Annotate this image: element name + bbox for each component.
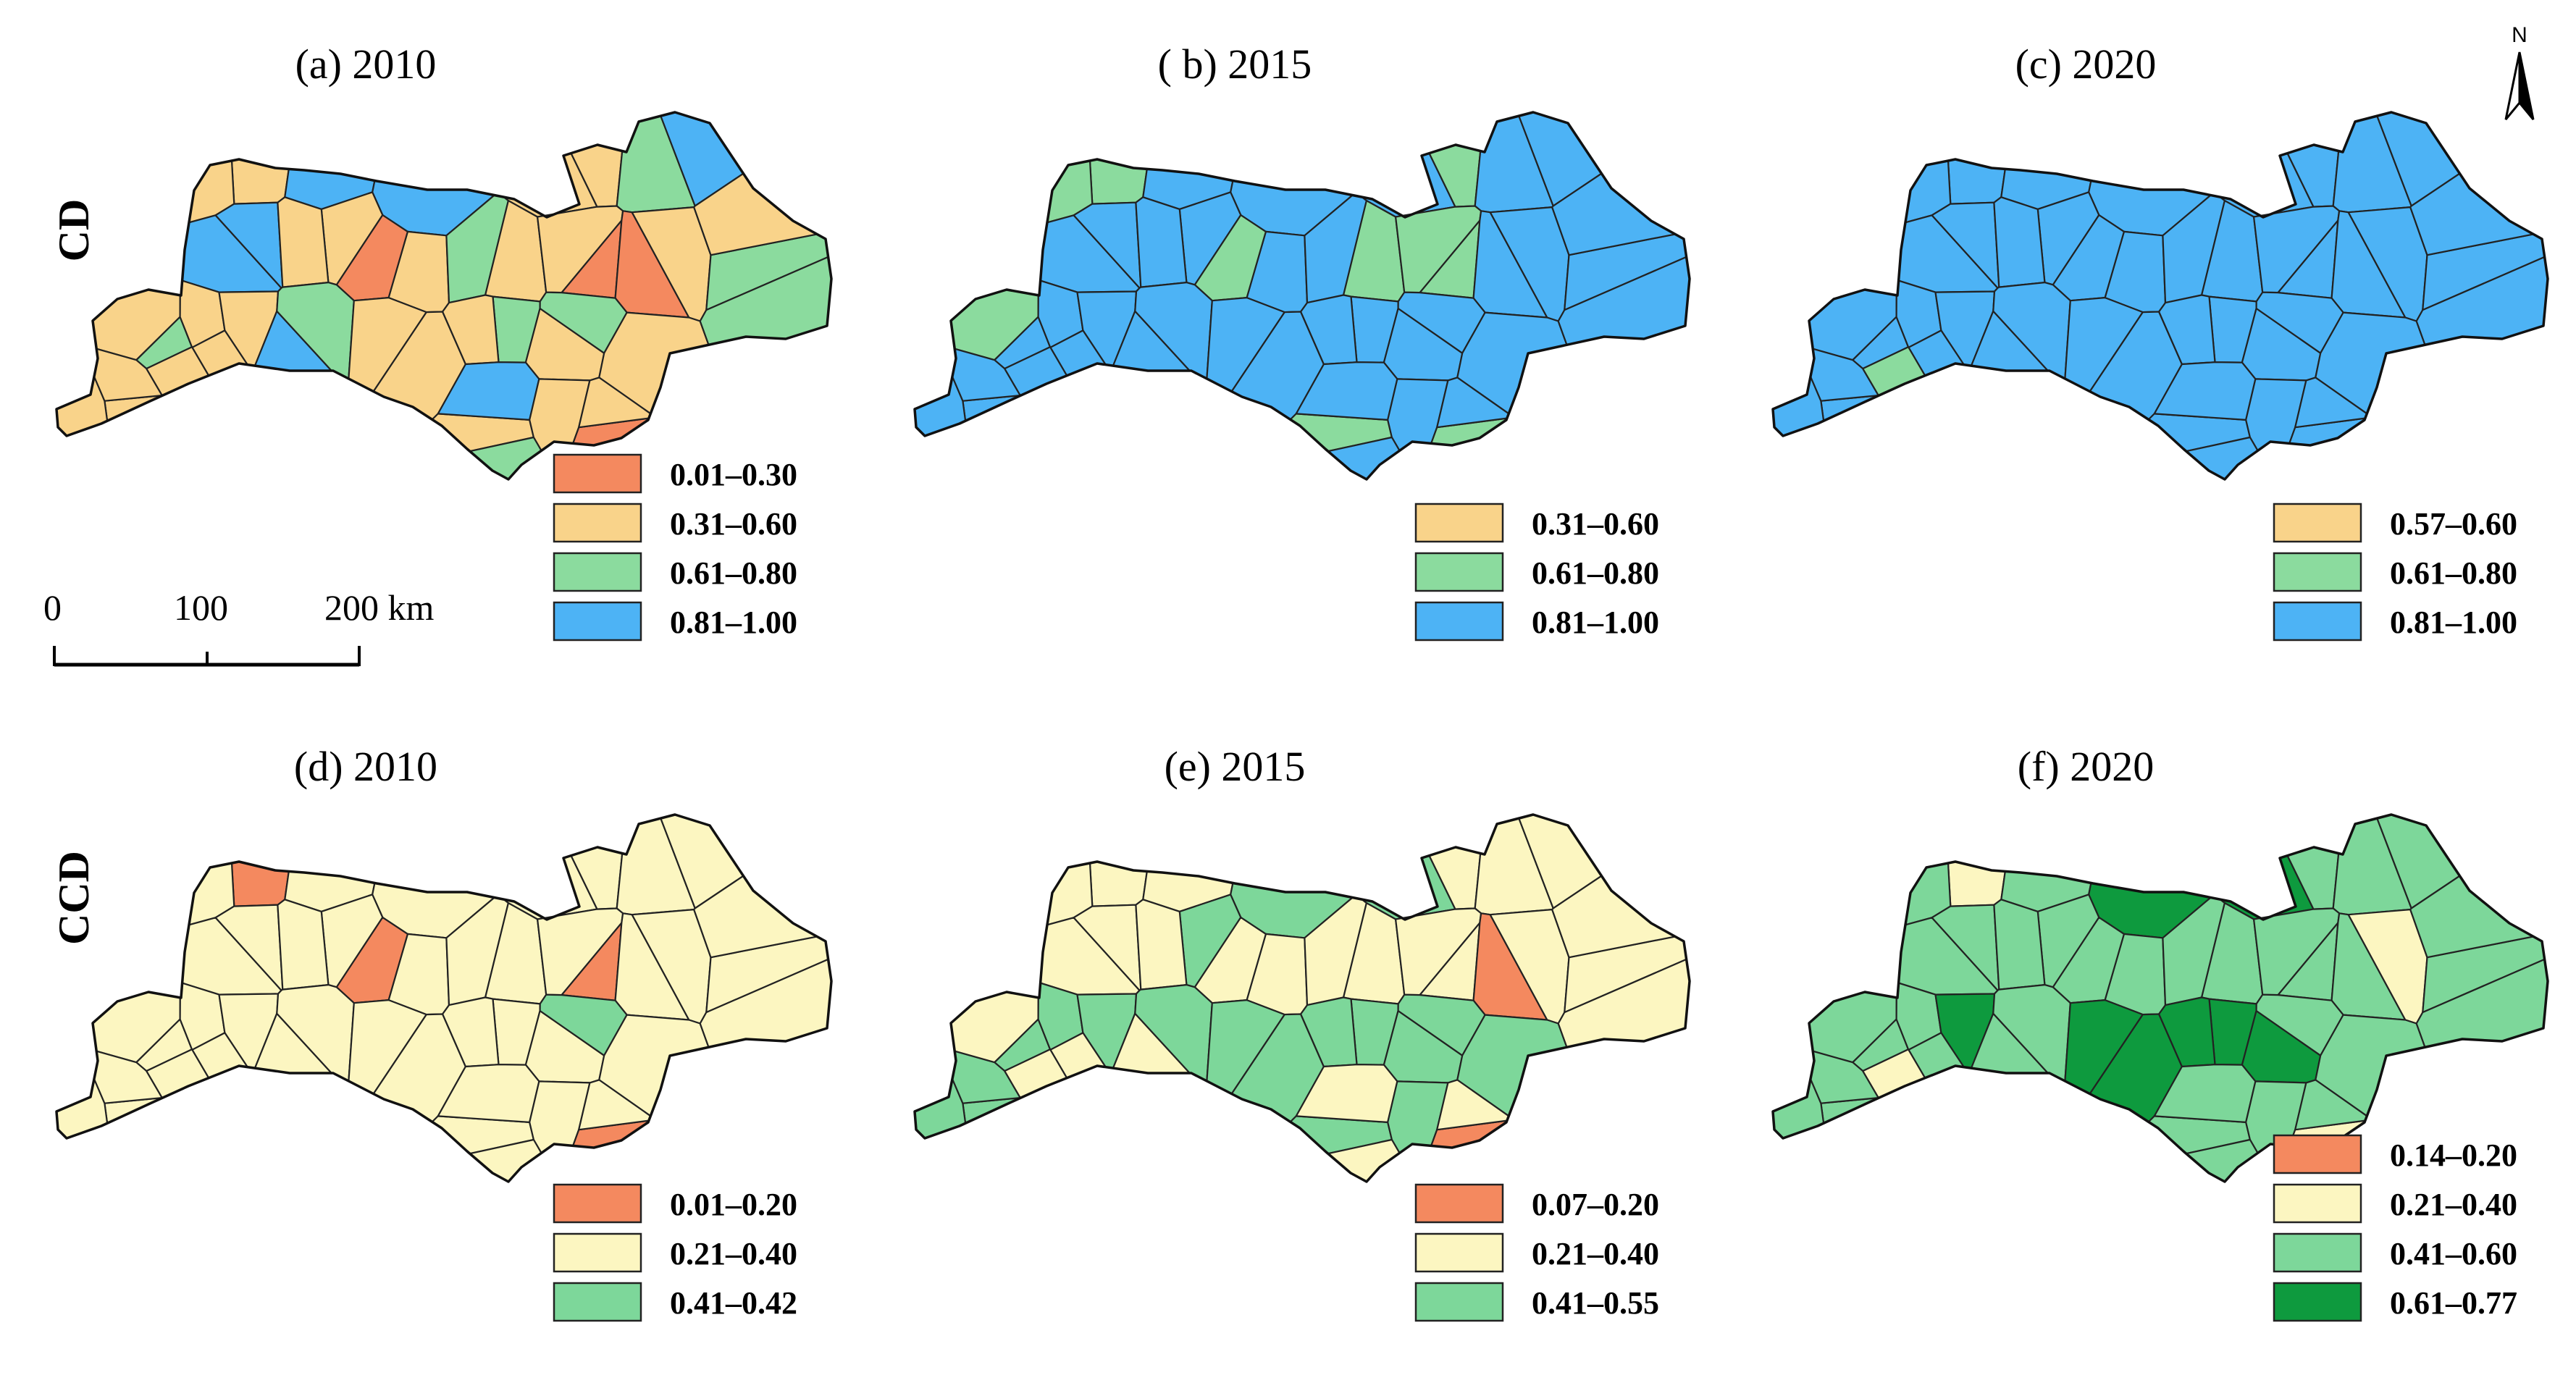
legend-label: 0.31–0.60 (670, 506, 797, 542)
panel-d: (d) 2010 0.01–0.20 0.21–0.40 0.41–0.42 (55, 743, 833, 1322)
legend-label: 0.61–0.80 (2390, 555, 2517, 591)
legend-swatch (2273, 1134, 2362, 1174)
panel-title-f: (f) 2020 (2018, 743, 2154, 790)
region (1397, 993, 1486, 1056)
legend-swatch (553, 552, 642, 592)
map-d (55, 813, 833, 1183)
region (1135, 196, 1188, 288)
legend-swatch (1414, 503, 1504, 543)
legend-swatch (553, 503, 642, 543)
legend-swatch (553, 1282, 642, 1322)
legend-swatch (1414, 1282, 1504, 1322)
map-a (55, 111, 833, 481)
panel-a: (a) 2010 0.01–0.30 0.31–0.60 0.61–0.80 0.81–… (55, 41, 833, 642)
legend-swatch (2273, 503, 2362, 543)
map-outline (55, 111, 833, 481)
panel-title-e: (e) 2015 (1165, 743, 1306, 790)
panel-title-b: ( b) 2015 (1158, 41, 1312, 88)
region (1397, 291, 1486, 354)
map-c (1771, 111, 2549, 481)
region (539, 993, 628, 1056)
legend-swatch (1414, 601, 1504, 642)
legend-label: 0.21–0.40 (2390, 1187, 2517, 1222)
scale-tick-100: 100 (174, 587, 228, 628)
panel-b: ( b) 2015 0.31–0.60 0.61–0.80 0.81–1.00 (913, 41, 1691, 642)
legend-label: 0.21–0.40 (670, 1236, 797, 1271)
legend-label: 0.61–0.80 (1532, 555, 1659, 591)
legend-swatch (1414, 1232, 1504, 1273)
legend-b: 0.31–0.60 0.61–0.80 0.81–1.00 (1414, 503, 1659, 642)
region (1993, 899, 2046, 991)
map-e (913, 813, 1691, 1183)
region (2255, 993, 2344, 1056)
legend-swatch (553, 1183, 642, 1224)
legend-a: 0.01–0.30 0.31–0.60 0.61–0.80 0.81–1.00 (553, 453, 797, 642)
scale-tick-200: 200 km (324, 587, 435, 628)
legend-swatch (2273, 552, 2362, 592)
region (1947, 158, 2006, 205)
region (539, 291, 628, 354)
map-b (913, 111, 1691, 481)
legend-label: 0.01–0.20 (670, 1187, 797, 1222)
legend-label: 0.31–0.60 (1532, 506, 1659, 542)
scale-bar: 0 100 200 km (43, 587, 435, 667)
region (230, 158, 290, 205)
panel-title-d: (d) 2010 (294, 743, 437, 790)
legend-label: 0.41–0.55 (1532, 1285, 1659, 1321)
map-outline (913, 111, 1691, 481)
region (277, 899, 330, 991)
legend-label: 0.01–0.30 (670, 457, 797, 492)
legend-swatch (2273, 1232, 2362, 1273)
region (1947, 860, 2006, 907)
panel-title-a: (a) 2010 (295, 41, 437, 88)
legend-e: 0.07–0.20 0.21–0.40 0.41–0.55 (1414, 1183, 1659, 1322)
map-outline (55, 813, 833, 1183)
panel-title-c: (c) 2020 (2015, 41, 2157, 88)
legend-swatch (1414, 1183, 1504, 1224)
legend-swatch (1414, 552, 1504, 592)
map-outline (913, 813, 1691, 1183)
legend-d: 0.01–0.20 0.21–0.40 0.41–0.42 (553, 1183, 797, 1322)
region (277, 196, 330, 288)
region (1993, 196, 2046, 288)
legend-label: 0.07–0.20 (1532, 1187, 1659, 1222)
legend-swatch (553, 453, 642, 494)
legend-label: 0.41–0.42 (670, 1285, 797, 1321)
legend-label: 0.81–1.00 (670, 605, 797, 640)
row-label-cd: CD (50, 199, 98, 262)
region (2255, 291, 2344, 354)
map-outline (1771, 111, 2549, 481)
legend-label: 0.81–1.00 (2390, 605, 2517, 640)
region (230, 860, 290, 907)
map-outline (1771, 813, 2549, 1183)
north-arrow-icon: N (2504, 23, 2535, 120)
legend-label: 0.81–1.00 (1532, 605, 1659, 640)
legend-swatch (553, 601, 642, 642)
legend-f: 0.14–0.20 0.21–0.40 0.41–0.60 0.61–0.77 (2273, 1134, 2517, 1322)
panel-e: (e) 2015 0.07–0.20 0.21–0.40 0.41–0.55 (913, 743, 1691, 1322)
map-f (1771, 813, 2549, 1183)
region (1088, 860, 1148, 907)
legend-label: 0.57–0.60 (2390, 506, 2517, 542)
north-label: N (2512, 23, 2527, 47)
scale-tick-0: 0 (43, 587, 62, 628)
legend-label: 0.14–0.20 (2390, 1138, 2517, 1173)
legend-swatch (2273, 1183, 2362, 1224)
legend-label: 0.41–0.60 (2390, 1236, 2517, 1271)
legend-swatch (2273, 601, 2362, 642)
legend-c: 0.57–0.60 0.61–0.80 0.81–1.00 (2273, 503, 2517, 642)
legend-label: 0.21–0.40 (1532, 1236, 1659, 1271)
region (1088, 158, 1148, 205)
panels-layer: (a) 2010 0.01–0.30 0.31–0.60 0.61–0.80 0.81–… (55, 41, 2549, 1322)
legend-label: 0.61–0.80 (670, 555, 797, 591)
panel-f: (f) 2020 0.14–0.20 0.21–0.40 0.41–0.60 0.61–… (1771, 743, 2549, 1322)
panel-c: (c) 2020 0.57–0.60 0.61–0.80 0.81–1.00 (1771, 41, 2549, 642)
region (1135, 899, 1188, 991)
row-label-ccd: CCD (50, 851, 98, 945)
legend-swatch (553, 1232, 642, 1273)
legend-label: 0.61–0.77 (2390, 1285, 2517, 1321)
legend-swatch (2273, 1282, 2362, 1322)
